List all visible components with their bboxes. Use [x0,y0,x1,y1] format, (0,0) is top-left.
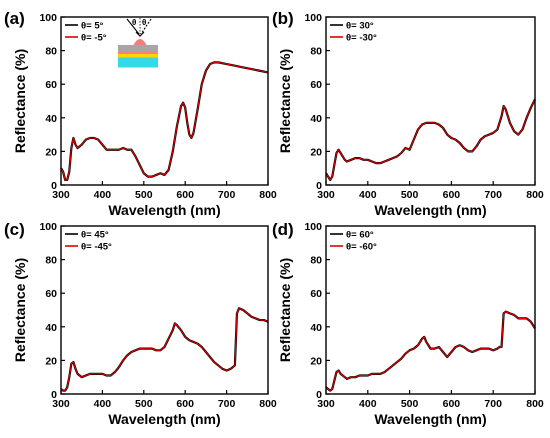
y-tick-label: 80 [45,46,57,58]
series-line-1 [325,98,536,182]
x-tick-label: 500 [401,398,419,410]
x-tick-label: 800 [526,398,544,410]
panel-label: (c) [4,220,25,239]
substrate-layer [118,57,158,68]
arrow-head [135,31,145,37]
panel-label: (a) [4,9,25,28]
y-tick-label: 60 [310,288,322,300]
x-tick-label: 400 [94,189,112,201]
panel-label: (b) [272,9,294,28]
series-line-2 [325,311,536,392]
x-tick-label: 400 [359,398,377,410]
panel-c: 300 400 500 600 700 800 0 20 40 60 80 100 Wavelength… [4,220,277,427]
y-tick-label: 0 [316,180,322,192]
y-tick-label: 60 [310,79,322,91]
y-axis-title: Reflectance (%) [12,49,28,153]
legend-label: θ= -45° [81,242,112,253]
x-axis-title: Wavelength (nm) [108,411,220,427]
x-tick-label: 700 [218,398,236,410]
coating-layer [118,45,158,51]
x-tick-label: 400 [94,398,112,410]
y-tick-label: 20 [310,146,322,158]
thin-film-layer [118,51,158,54]
y-tick-label: 60 [45,79,57,91]
y-tick-label: 20 [45,146,57,158]
y-tick-label: 80 [310,46,322,58]
y-tick-label: 100 [304,221,322,233]
panel-label: (d) [272,220,294,239]
y-tick-label: 0 [51,180,57,192]
y-axis-title: Reflectance (%) [277,258,293,362]
x-tick-label: 700 [218,189,236,201]
y-tick-label: 100 [304,12,322,24]
panel-a: 300 400 500 600 700 800 0 20 40 60 80 100 Wavelength… [4,9,277,218]
series-line-2 [60,307,269,392]
y-tick-label: 60 [45,288,57,300]
y-tick-label: 100 [39,221,57,233]
x-tick-label: 800 [259,189,277,201]
y-axis-title: Reflectance (%) [12,258,28,362]
y-tick-label: 100 [39,12,57,24]
y-tick-label: 80 [45,255,57,267]
plot-frame [325,16,536,186]
legend-label: θ= -5° [81,33,107,44]
x-tick-label: 600 [176,398,194,410]
x-tick-label: 300 [52,398,70,410]
x-tick-label: 500 [135,189,153,201]
y-tick-label: 40 [310,113,322,125]
x-tick-label: 600 [443,189,461,201]
x-tick-label: 300 [317,189,335,201]
x-tick-label: 600 [443,398,461,410]
y-tick-label: 0 [51,389,57,401]
x-tick-label: 300 [52,189,70,201]
y-tick-label: 20 [310,355,322,367]
y-tick-label: 0 [316,389,322,401]
reflected-ray [140,18,152,35]
legend-label: θ= -60° [346,242,377,253]
x-tick-label: 400 [359,189,377,201]
incident-ray [126,18,140,35]
plot-frame [325,225,536,395]
legend-label: θ= 45° [81,230,109,241]
legend-label: θ= 30° [346,21,374,32]
y-tick-label: 40 [45,113,57,125]
x-tick-label: 700 [484,189,502,201]
plot-frame [60,16,269,186]
y-tick-label: 40 [310,322,322,334]
x-axis-title: Wavelength (nm) [108,202,220,218]
plot-frame [60,225,269,395]
panel-d: 300 400 500 600 700 800 0 20 40 60 80 100 Wavelength… [272,220,544,427]
x-tick-label: 800 [259,398,277,410]
x-axis-title: Wavelength (nm) [374,411,486,427]
x-tick-label: 700 [484,398,502,410]
y-tick-label: 80 [310,255,322,267]
y-tick-label: 40 [45,322,57,334]
x-tick-label: 500 [135,398,153,410]
series-line-2 [60,61,269,181]
x-tick-label: 800 [526,189,544,201]
legend-label: θ= 60° [346,230,374,241]
x-tick-label: 500 [401,189,419,201]
y-axis-title: Reflectance (%) [277,49,293,153]
x-tick-label: 600 [176,189,194,201]
y-tick-label: 20 [45,355,57,367]
series-line-1 [60,61,269,182]
x-tick-label: 300 [317,398,335,410]
metal-layer [118,54,158,58]
legend-label: θ= -30° [346,33,377,44]
legend-label: θ= 5° [81,21,104,32]
theta-label: θ [142,18,146,27]
series-line-1 [325,310,536,392]
x-axis-title: Wavelength (nm) [374,202,486,218]
theta-label: θ [132,18,136,27]
panel-b: 300 400 500 600 700 800 0 20 40 60 80 100 Wavelength… [272,9,544,218]
series-line-2 [325,99,536,181]
